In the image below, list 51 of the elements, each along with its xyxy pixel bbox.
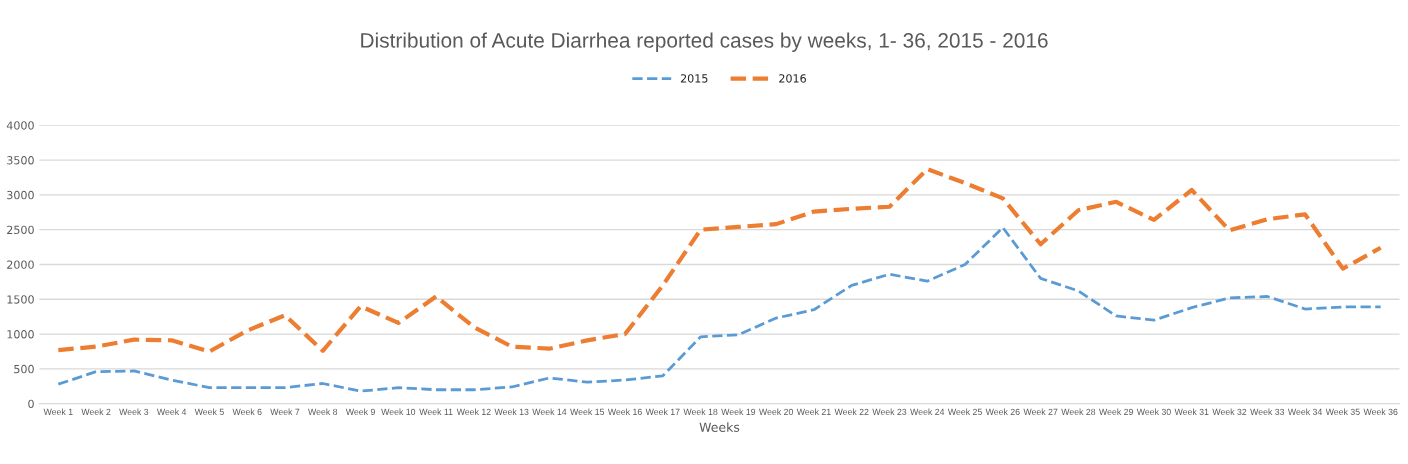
x-tick-label: Week 36 [1363,408,1398,415]
x-tick-label: Week 24 [910,408,945,415]
y-tick-label: 500 [14,364,34,374]
x-tick-label: Week 25 [947,408,982,415]
line-series [56,226,1383,393]
x-tick-label: Week 13 [494,408,529,415]
x-tick-label: Week 23 [872,408,907,415]
y-tick-label: 3000 [7,190,34,200]
x-tick-label: Week 16 [607,408,642,415]
x-tick-label: Week 6 [232,408,262,415]
x-tick-label: Week 1 [43,408,73,415]
x-tick-label: Week 14 [532,408,567,415]
x-tick-label: Week 28 [1061,408,1096,415]
x-tick-label: Week 7 [270,408,300,415]
line-series [56,167,1383,354]
legend-label: 2016 [779,74,806,83]
y-tick-label: 1000 [7,330,34,339]
x-tick-label: Week 9 [345,408,375,415]
y-tick-label: 3500 [7,156,34,165]
x-tick-label: Week 22 [834,408,869,415]
x-tick-label: Week 3 [119,408,149,415]
x-tick-label: Week 11 [419,408,453,415]
y-tick-label: 0 [28,399,34,409]
x-axis-title: Weeks [699,422,740,432]
x-tick-label: Week 34 [1287,408,1323,415]
legend-label: 2015 [680,74,708,83]
y-tick-label: 1500 [7,295,34,304]
x-tick-label: Week 18 [683,408,718,415]
x-tick-label: Week 10 [381,408,416,415]
x-tick-label: Week 31 [1174,408,1209,415]
x-tick-label: Week 21 [796,408,831,415]
x-tick-label: Week 30 [1136,408,1171,415]
y-tick-label: 2500 [7,225,34,235]
x-tick-label: Week 27 [1023,408,1058,415]
x-tick-label: Week 4 [156,408,187,415]
x-tick-label: Week 15 [570,408,605,415]
chart-title: Distribution of Acute Diarrhea reported cases by weeks, 1- 36, 2015 - 2016 [361,32,1048,52]
x-tick-label: Week 12 [456,408,491,415]
x-tick-label: Week 32 [1212,408,1247,415]
x-tick-label: Week 19 [721,408,756,415]
x-tick-label: Week 35 [1325,408,1360,415]
x-tick-label: Week 5 [194,408,224,415]
x-tick-label: Week 33 [1250,408,1285,415]
x-tick-label: Week 2 [81,408,111,415]
x-tick-label: Week 8 [308,408,338,415]
x-tick-label: Week 26 [985,408,1020,415]
y-tick-label: 2000 [7,260,34,269]
x-tick-label: Week 20 [759,408,794,415]
y-tick-label: 4000 [6,121,34,130]
x-tick-label: Week 29 [1099,408,1133,415]
x-tick-label: Week 17 [645,408,680,415]
